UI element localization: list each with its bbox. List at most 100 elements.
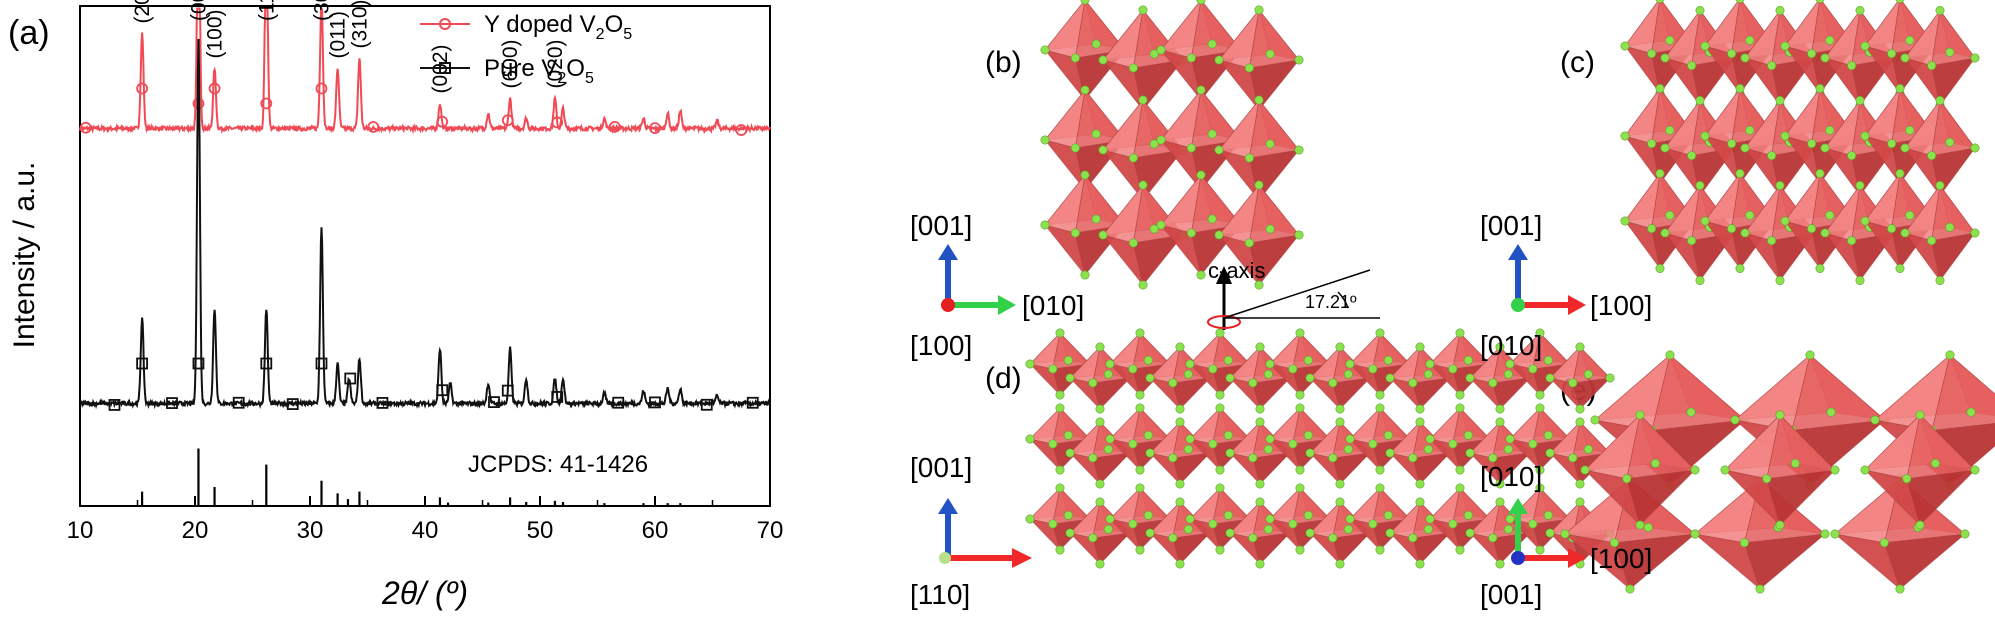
c-axis-indicator: c-axis 17.21º <box>1207 258 1380 330</box>
polyhedron-b <box>1214 5 1304 115</box>
peak-label: (310) <box>348 0 371 49</box>
axis-b-origin: [100] <box>910 330 972 361</box>
structure-b <box>1040 0 1304 290</box>
reference-label: JCPDS: 41-1426 <box>468 451 648 478</box>
x-tick-label-40: 40 <box>412 517 439 544</box>
panel-label-b: (b) <box>985 46 1022 79</box>
series-marker-1 <box>108 399 121 411</box>
legend-sub-pure-1: 2 <box>557 70 566 87</box>
polyhedron-c <box>1860 84 1940 189</box>
axis-d-origin: [110] <box>910 579 970 610</box>
series-line-0 <box>79 5 771 135</box>
series-marker-0 <box>260 97 273 110</box>
angle-label: 17.21º <box>1305 292 1357 312</box>
axis-b-horizontal: [010] <box>1022 290 1084 321</box>
peak-label: (600) <box>499 39 522 88</box>
axis-e-horizontal: [100] <box>1590 543 1652 574</box>
legend-sub-pure-2: 5 <box>585 70 594 87</box>
series-layer <box>79 5 771 411</box>
structure-d <box>1025 328 1615 569</box>
axes-b: [001] [010] [100] <box>910 210 1084 361</box>
series-marker-1 <box>166 397 178 409</box>
polyhedron-d <box>1465 342 1535 414</box>
polyhedron-b <box>1156 0 1246 105</box>
axes-e: [010] [100] [001] <box>1480 461 1652 610</box>
polyhedron-d <box>1105 328 1175 400</box>
series-marker-1 <box>344 372 357 385</box>
series-marker-1 <box>260 357 273 370</box>
crystal-structures: (b) (c) (d) (e) [001] [010] [100] c-axis <box>910 0 1995 610</box>
polyhedron-d <box>1545 342 1615 414</box>
peak-labels: (200)(001)(100)(110)(301)(011)(310)(002)… <box>131 0 567 94</box>
polyhedron-d <box>1505 328 1575 400</box>
panel-label-d: (d) <box>985 362 1022 395</box>
polyhedron-d <box>1225 417 1295 489</box>
reference-sticks <box>141 448 682 506</box>
axes-c: [001] [100] [010] <box>1480 210 1652 361</box>
legend-mid-pure: O <box>566 55 585 82</box>
axis-c-horizontal: [100] <box>1590 290 1652 321</box>
legend-entry-y-doped: Y doped V2O5 <box>420 11 632 43</box>
legend-sub-y-doped-1: 2 <box>596 26 605 43</box>
series-marker-1 <box>136 357 149 370</box>
axis-b-vertical: [001] <box>910 210 972 241</box>
series-marker-1 <box>746 396 759 409</box>
legend-text-pure: Pure V <box>484 55 557 82</box>
legend-sub-y-doped-2: 5 <box>623 26 632 43</box>
polyhedron-d <box>1545 417 1615 489</box>
legend-entry-pure: Pure V2O5 <box>420 55 594 87</box>
xrd-chart: (a) 10 20 30 40 50 60 70 (200) (001)(100) (110) (… <box>8 0 783 611</box>
svg-text:Pure V2O5: Pure V2O5 <box>484 55 594 87</box>
polyhedron-b <box>1214 95 1304 205</box>
structure-e <box>1560 350 1995 594</box>
structure-c <box>1620 0 1980 285</box>
legend-text-y-doped: Y doped V <box>484 11 596 38</box>
peak-label: (100) <box>204 9 227 58</box>
axis-e-origin: [001] <box>1480 579 1542 610</box>
axis-e-vertical: [010] <box>1480 461 1542 492</box>
polyhedron-d <box>1265 483 1335 555</box>
series-marker-0 <box>501 114 514 127</box>
legend-mid-y-doped: O <box>605 11 624 38</box>
polyhedron-e <box>1720 410 1840 530</box>
polyhedron-b <box>1098 95 1188 205</box>
axis-c-origin: [010] <box>1480 330 1542 361</box>
series-marker-0 <box>136 82 149 95</box>
axes-d: [001] [110] <box>910 452 1032 610</box>
polyhedron-d <box>1105 403 1175 475</box>
peak-label: (001) <box>187 0 210 21</box>
series-marker-0 <box>79 121 92 134</box>
series-marker-1 <box>232 396 245 409</box>
svg-text:Y doped V2O5: Y doped V2O5 <box>484 11 632 43</box>
series-marker-0 <box>367 121 380 133</box>
polyhedron-d <box>1025 483 1095 555</box>
polyhedron-c <box>1660 181 1740 285</box>
polyhedron-b <box>1214 180 1304 290</box>
panel-label-c: (c) <box>1560 46 1595 79</box>
polyhedron-e <box>1580 410 1700 530</box>
series-marker-0 <box>649 122 661 135</box>
series-marker-1 <box>192 357 205 370</box>
series-marker-0 <box>436 115 449 128</box>
series-marker-0 <box>735 124 748 136</box>
x-axis-label: 2θ/ (º) <box>381 575 468 611</box>
series-marker-1 <box>286 398 299 410</box>
series-marker-1 <box>649 396 661 409</box>
x-tick-label-10: 10 <box>67 517 94 544</box>
polyhedron-d <box>1185 483 1255 555</box>
x-tick-label-60: 60 <box>642 517 669 544</box>
series-marker-1 <box>376 397 389 409</box>
peak-label: (110) <box>255 0 278 21</box>
polyhedron-e <box>1860 410 1980 530</box>
series-marker-0 <box>208 82 221 95</box>
polyhedron-d <box>1505 403 1575 475</box>
series-marker-1 <box>501 384 514 397</box>
polyhedron-c <box>1900 6 1980 111</box>
series-marker-1 <box>612 396 625 409</box>
series-marker-1 <box>436 384 449 397</box>
polyhedron-d <box>1185 403 1255 475</box>
peak-label: (301) <box>311 0 334 21</box>
polyhedron-b <box>1156 170 1246 280</box>
x-tick-label-70: 70 <box>757 517 784 544</box>
